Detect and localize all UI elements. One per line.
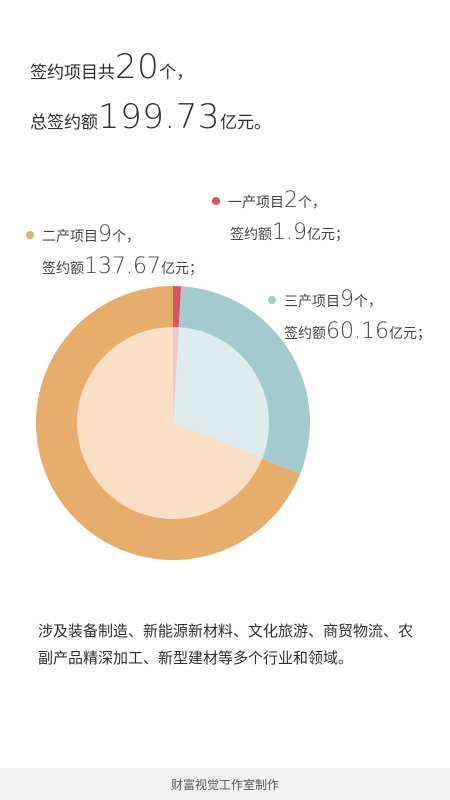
footer-credit: 财富视觉工作室制作 [0,768,450,800]
legend-secondary-count-unit: 个， [112,229,140,245]
headline-projects-value: 20 [115,47,160,87]
headline-amount-suffix: 亿元。 [219,113,271,133]
legend-secondary-industry: 二产项目9个， 签约额137.67亿元； [26,220,203,284]
legend-primary-industry: 一产项目2个， 签约额1.9亿元； [212,186,349,250]
legend-dot-tertiary [268,296,276,304]
legend-primary-label: 一产项目 [228,195,284,211]
legend-secondary-label: 二产项目 [42,229,98,245]
legend-tertiary-count-unit: 个， [354,294,382,310]
legend-secondary-amount-unit: 亿元； [160,261,203,277]
legend-primary-count: 2 [284,188,298,213]
legend-primary-amount-prefix: 签约额 [230,227,272,243]
legend-dot-primary [212,197,220,205]
legend-tertiary-industry: 三产项目9个， 签约额60.16亿元； [268,285,431,349]
slice-secondary-industry-inner [76,327,263,519]
legend-tertiary-amount: 60.16 [326,319,389,344]
legend-primary-count-unit: 个， [298,195,326,211]
headline-projects: 签约项目共20个， [30,50,193,84]
description-text: 涉及装备制造、新能源新材料、文化旅游、商贸物流、农副产品精深加工、新型建材等多个… [38,622,414,667]
legend-primary-amount-unit: 亿元； [307,227,349,243]
headline-projects-prefix: 签约项目共 [30,63,115,83]
legend-secondary-amount-prefix: 签约额 [42,261,84,277]
slice-primary-industry-inner [173,327,179,423]
legend-dot-secondary [26,231,34,239]
headline-amount-value: 199.73 [98,97,220,137]
slice-tertiary-industry-inner [173,327,269,459]
headline-amount-prefix: 总签约额 [30,113,98,133]
donut-chart [35,286,310,560]
legend-primary-amount: 1.9 [272,220,307,245]
legend-tertiary-amount-unit: 亿元； [388,326,431,342]
legend-tertiary-amount-prefix: 签约额 [284,326,326,342]
legend-secondary-amount: 137.67 [84,254,161,279]
headline-amount: 总签约额199.73亿元。 [30,100,271,134]
legend-tertiary-count: 9 [340,287,354,312]
headline-projects-suffix: 个， [159,63,194,83]
legend-secondary-count: 9 [98,222,112,247]
legend-tertiary-label: 三产项目 [284,294,340,310]
